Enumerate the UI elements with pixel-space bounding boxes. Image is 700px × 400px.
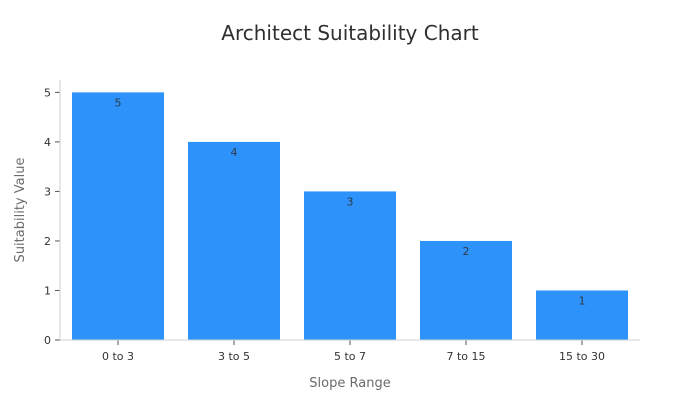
bar-value-label: 5 <box>115 96 122 109</box>
x-tick-label: 0 to 3 <box>102 350 134 363</box>
y-tick-label: 3 <box>44 185 51 198</box>
y-tick-label: 1 <box>44 284 51 297</box>
y-tick-label: 0 <box>44 334 51 347</box>
y-axis-title: Suitability Value <box>13 158 28 263</box>
bar-value-label: 2 <box>463 245 470 258</box>
bar-value-label: 4 <box>231 146 238 159</box>
bar-7-to-15 <box>420 240 512 340</box>
bar-3-to-5 <box>188 141 280 340</box>
bar-15-to-30 <box>536 290 628 340</box>
plot-area: 0 1 2 3 4 5 5 0 to 3 4 3 to 5 3 5 to 7 2 7 to 15 1 15 t… <box>44 86 628 363</box>
x-tick-label: 3 to 5 <box>218 350 250 363</box>
y-tick-label: 5 <box>44 86 51 99</box>
x-tick-label: 7 to 15 <box>446 350 485 363</box>
x-tick-label: 5 to 7 <box>334 350 366 363</box>
bar-5-to-7 <box>304 191 396 340</box>
y-tick-label: 2 <box>44 235 51 248</box>
bar-value-label: 3 <box>347 195 354 208</box>
y-tick-label: 4 <box>44 136 51 149</box>
chart-title: Architect Suitability Chart <box>221 21 479 45</box>
x-tick-label: 15 to 30 <box>559 350 605 363</box>
x-axis-title: Slope Range <box>309 376 390 391</box>
bar-value-label: 1 <box>579 294 586 307</box>
bar-0-to-3 <box>72 92 164 340</box>
